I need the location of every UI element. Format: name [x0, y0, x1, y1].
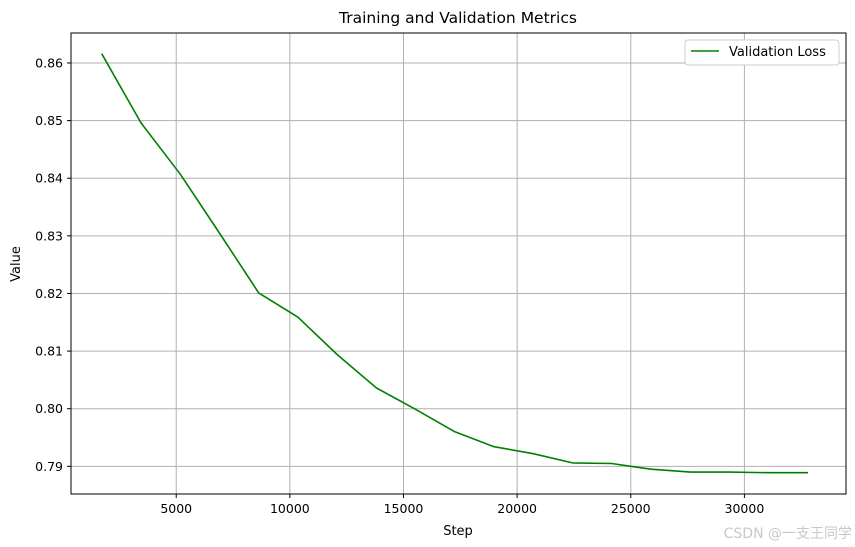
chart-title: Training and Validation Metrics — [338, 9, 577, 27]
x-tick-label: 25000 — [611, 501, 651, 516]
y-axis-label: Value — [9, 246, 24, 282]
legend-box — [684, 39, 840, 66]
x-tick-label: 30000 — [725, 501, 765, 516]
y-tick-label: 0.83 — [35, 228, 63, 243]
y-tick-label: 0.84 — [35, 171, 63, 186]
y-tick-label: 0.85 — [35, 113, 63, 128]
x-tick-label: 20000 — [497, 501, 537, 516]
series-lines — [101, 53, 808, 474]
x-tick-label: 10000 — [270, 501, 310, 516]
x-tick-label: 5000 — [160, 501, 192, 516]
y-tick-label: 0.86 — [35, 55, 63, 70]
x-axis-ticks: 5000 10000 15000 20000 25000 30000 — [160, 494, 764, 516]
plot-frame — [70, 32, 847, 495]
x-tick-label: 15000 — [384, 501, 424, 516]
watermark: CSDN @一支王同学 — [724, 526, 852, 542]
y-tick-label: 0.82 — [35, 286, 63, 301]
grid-lines — [71, 33, 846, 494]
y-axis-ticks: 0.79 0.80 0.81 0.82 0.83 0.84 0.85 0.86 — [35, 55, 71, 474]
legend: Validation Loss — [684, 39, 840, 66]
x-axis-label: Step — [443, 524, 473, 539]
y-tick-label: 0.79 — [35, 459, 63, 474]
y-tick-label: 0.80 — [35, 401, 63, 416]
legend-label-validation-loss: Validation Loss — [729, 45, 826, 60]
series-line-validation-loss — [101, 53, 808, 474]
y-tick-label: 0.81 — [35, 344, 63, 359]
